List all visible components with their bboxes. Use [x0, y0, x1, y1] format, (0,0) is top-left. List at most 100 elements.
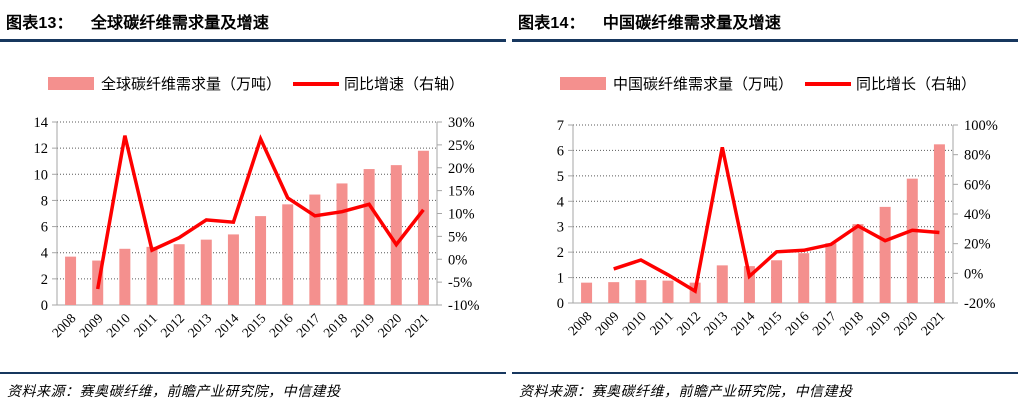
left-axis-tick-label: 2 — [557, 245, 564, 261]
bar-series-swatch-icon — [47, 77, 94, 90]
legend-label-demand: 全球碳纤维需求量（万吨） — [100, 77, 281, 93]
bar-2009 — [608, 282, 620, 303]
bar-2019 — [879, 206, 891, 303]
bar-2014 — [743, 266, 755, 303]
source-note: 资料来源：赛奥碳纤维，前瞻产业研究院，中信建投 — [7, 385, 341, 400]
x-axis-year-label: 2019 — [348, 310, 378, 340]
bar-2008 — [581, 282, 593, 303]
right-axis-tick-label: 30% — [448, 115, 475, 131]
x-axis-year-label: 2020 — [891, 308, 921, 338]
x-axis-year-label: 2011 — [131, 311, 160, 340]
right-axis-tick-label: 15% — [448, 184, 475, 200]
figure-number-label: 图表13： — [6, 15, 73, 32]
bar-2016 — [798, 253, 810, 303]
left-axis-tick-label: 3 — [557, 220, 564, 236]
panel-global: 图表13： 全球碳纤维需求量及增速 全球碳纤维需求量（万吨） 同比增速（右轴） … — [0, 9, 512, 400]
title-divider-rule — [0, 39, 506, 42]
right-axis-tick-label: 5% — [448, 229, 467, 245]
figure-title: 全球碳纤维需求量及增速 — [90, 15, 270, 32]
line-series-swatch-icon — [805, 81, 851, 86]
x-axis-year-label: 2021 — [918, 309, 948, 339]
legend-item-demand: 中国碳纤维需求量（万吨） — [559, 73, 793, 94]
bar-2017 — [825, 243, 837, 303]
x-axis-year-label: 2014 — [728, 308, 758, 338]
bar-2012 — [173, 244, 185, 305]
left-axis-tick-label: 2 — [41, 272, 48, 288]
left-axis-tick-label: 6 — [41, 220, 48, 236]
left-axis-tick-label: 1 — [557, 271, 564, 287]
footer-divider-rule — [0, 372, 506, 374]
legend-global: 全球碳纤维需求量（万吨） 同比增速（右轴） — [0, 73, 512, 94]
footer-divider-rule — [512, 372, 1018, 374]
panel-china: 图表14： 中国碳纤维需求量及增速 中国碳纤维需求量（万吨） 同比增长（右轴） … — [512, 0, 1024, 412]
title-divider-rule — [512, 39, 1018, 42]
legend-china: 中国碳纤维需求量（万吨） 同比增长（右轴） — [512, 73, 1024, 94]
right-axis-tick-label: 60% — [964, 177, 991, 193]
line-series-swatch-icon — [293, 81, 339, 86]
right-axis-tick-label: 25% — [448, 138, 475, 154]
bar-2013 — [716, 265, 728, 303]
legend-item-demand: 全球碳纤维需求量（万吨） — [47, 73, 281, 94]
growth-rate-line — [613, 146, 940, 294]
bar-2013 — [200, 239, 212, 305]
x-axis-year-label: 2010 — [619, 308, 649, 338]
left-axis-tick-label: 4 — [557, 194, 565, 210]
figure-header-global: 图表13： 全球碳纤维需求量及增速 — [6, 9, 269, 33]
bar-2010 — [119, 248, 131, 305]
x-axis-year-label: 2018 — [836, 308, 866, 338]
x-axis-year-label: 2012 — [158, 311, 188, 341]
figure-header-china: 图表14： 中国碳纤维需求量及增速 — [518, 9, 781, 33]
right-axis-tick-label: -20% — [964, 296, 995, 312]
x-axis-year-label: 2008 — [565, 308, 595, 338]
bar-2020 — [390, 165, 402, 305]
right-axis-tick-label: 20% — [964, 237, 991, 253]
bar-2015 — [771, 260, 783, 303]
left-axis-tick-label: 4 — [41, 246, 49, 262]
legend-label-demand: 中国碳纤维需求量（万吨） — [612, 77, 793, 93]
bar-series-swatch-icon — [559, 77, 606, 90]
left-axis-tick-label: 12 — [34, 141, 49, 157]
x-axis-year-label: 2016 — [266, 310, 296, 340]
x-axis-year-label: 2015 — [755, 308, 785, 338]
left-axis-tick-label: 0 — [41, 298, 48, 314]
x-axis-year-label: 2012 — [674, 309, 704, 339]
x-axis-year-label: 2017 — [293, 310, 323, 340]
bar-2019 — [363, 169, 375, 305]
x-axis-year-label: 2013 — [185, 310, 215, 340]
bar-2016 — [282, 204, 294, 305]
left-axis-tick-label: 6 — [557, 143, 564, 159]
bar-2010 — [635, 280, 647, 303]
x-axis-year-label: 2014 — [212, 310, 242, 340]
bar-2018 — [336, 183, 348, 305]
x-axis-year-label: 2015 — [239, 310, 269, 340]
figure-number-label: 图表14： — [518, 15, 585, 32]
right-axis-tick-label: 100% — [964, 118, 998, 134]
x-axis-year-label: 2008 — [49, 310, 79, 340]
x-axis-year-label: 2017 — [809, 308, 839, 338]
legend-item-growth: 同比增速（右轴） — [293, 73, 464, 94]
bar-2017 — [309, 194, 321, 305]
x-axis-year-label: 2009 — [592, 308, 622, 338]
source-note: 资料来源：赛奥碳纤维，前瞻产业研究院，中信建投 — [519, 385, 853, 400]
bar-2011 — [662, 280, 674, 303]
right-axis-tick-label: 0% — [448, 252, 467, 268]
x-axis-year-label: 2010 — [103, 310, 133, 340]
x-axis-year-label: 2018 — [320, 310, 350, 340]
x-axis-year-label: 2013 — [701, 308, 731, 338]
left-axis-tick-label: 10 — [34, 167, 49, 183]
right-axis-tick-label: 0% — [964, 266, 983, 282]
right-axis-tick-label: 10% — [448, 207, 475, 223]
x-axis-year-label: 2009 — [76, 310, 106, 340]
figure-title: 中国碳纤维需求量及增速 — [602, 15, 782, 32]
x-axis-year-label: 2016 — [782, 308, 812, 338]
right-axis-tick-label: 80% — [964, 148, 991, 164]
left-axis-tick-label: 5 — [557, 169, 564, 185]
bar-2021 — [933, 144, 945, 303]
bar-2011 — [146, 246, 158, 305]
bar-2008 — [65, 256, 77, 305]
bar-2020 — [906, 178, 918, 303]
x-axis-year-label: 2019 — [864, 308, 894, 338]
chart-china-carbon-fiber-demand: 01234567-20%0%20%40%60%80%100%2008200920… — [557, 118, 998, 339]
left-axis-tick-label: 14 — [34, 115, 49, 131]
